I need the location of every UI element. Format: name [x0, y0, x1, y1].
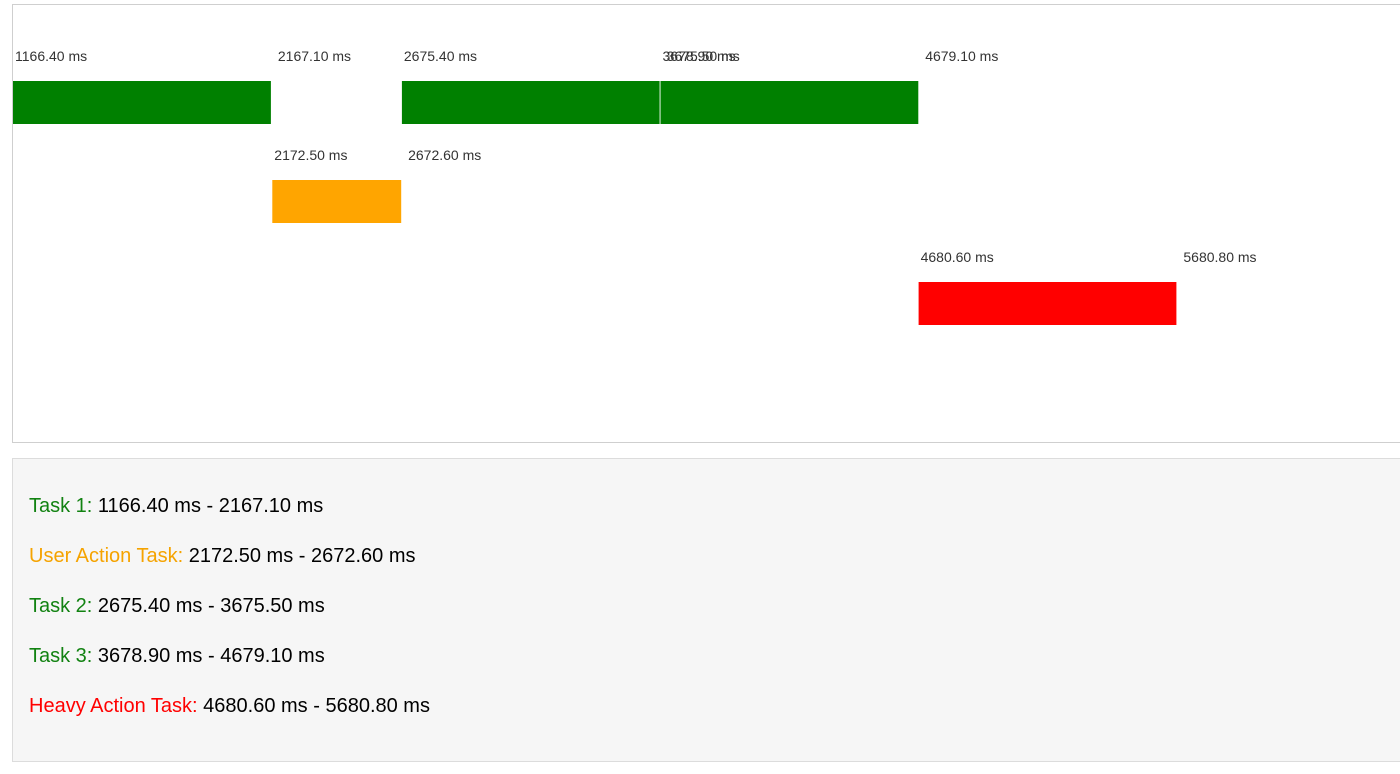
timeline-svg: 1166.40 ms 2167.10 ms 2172.50 ms 2672.60 ms…: [13, 48, 1257, 325]
log-task-name: User Action Task:: [29, 545, 184, 567]
start-time-label: 2172.50 ms: [274, 147, 347, 163]
start-time-label: 3678.90 ms: [663, 48, 736, 64]
log-line-heavy-action-task: Heavy Action Task: 4680.60 ms - 5680.80 …: [29, 695, 1400, 718]
start-time-label: 4680.60 ms: [921, 249, 994, 265]
end-time-label: 4679.10 ms: [925, 48, 998, 64]
log-task-name: Heavy Action Task:: [29, 695, 198, 717]
task-bar-task-1: [13, 81, 271, 124]
task-bar-task-2: [401, 81, 660, 124]
task-bar-heavy-action-task: [918, 282, 1177, 325]
timeline-chart: 1166.40 ms 2167.10 ms 2172.50 ms 2672.60 ms…: [12, 4, 1400, 443]
start-time-label: 2675.40 ms: [404, 48, 477, 64]
log-task-name: Task 3:: [29, 645, 93, 667]
start-time-label: 1166.40 ms: [15, 48, 87, 64]
task-log-panel: Task 1: 1166.40 ms - 2167.10 ms User Act…: [12, 458, 1400, 762]
log-task-name: Task 1:: [29, 495, 93, 517]
end-time-label: 5680.80 ms: [1183, 249, 1256, 265]
task-bar-user-action-task: [272, 180, 402, 223]
end-time-label: 2167.10 ms: [278, 48, 351, 64]
log-line-task-3: Task 3: 3678.90 ms - 4679.10 ms: [29, 645, 1400, 668]
log-task-range: 2675.40 ms - 3675.50 ms: [92, 595, 325, 617]
log-line-user-action-task: User Action Task: 2172.50 ms - 2672.60 m…: [29, 545, 1400, 568]
end-time-label: 3675.50 ms: [667, 48, 740, 64]
log-task-name: Task 2:: [29, 595, 93, 617]
log-line-task-2: Task 2: 2675.40 ms - 3675.50 ms: [29, 595, 1400, 618]
log-task-range: 1166.40 ms - 2167.10 ms: [92, 495, 324, 517]
task-bar-task-3: [660, 81, 919, 124]
log-task-range: 4680.60 ms - 5680.80 ms: [197, 695, 430, 717]
log-line-task-1: Task 1: 1166.40 ms - 2167.10 ms: [29, 495, 1400, 518]
end-time-label: 2672.60 ms: [408, 147, 481, 163]
log-task-range: 3678.90 ms - 4679.10 ms: [92, 645, 325, 667]
log-task-range: 2172.50 ms - 2672.60 ms: [183, 545, 416, 567]
